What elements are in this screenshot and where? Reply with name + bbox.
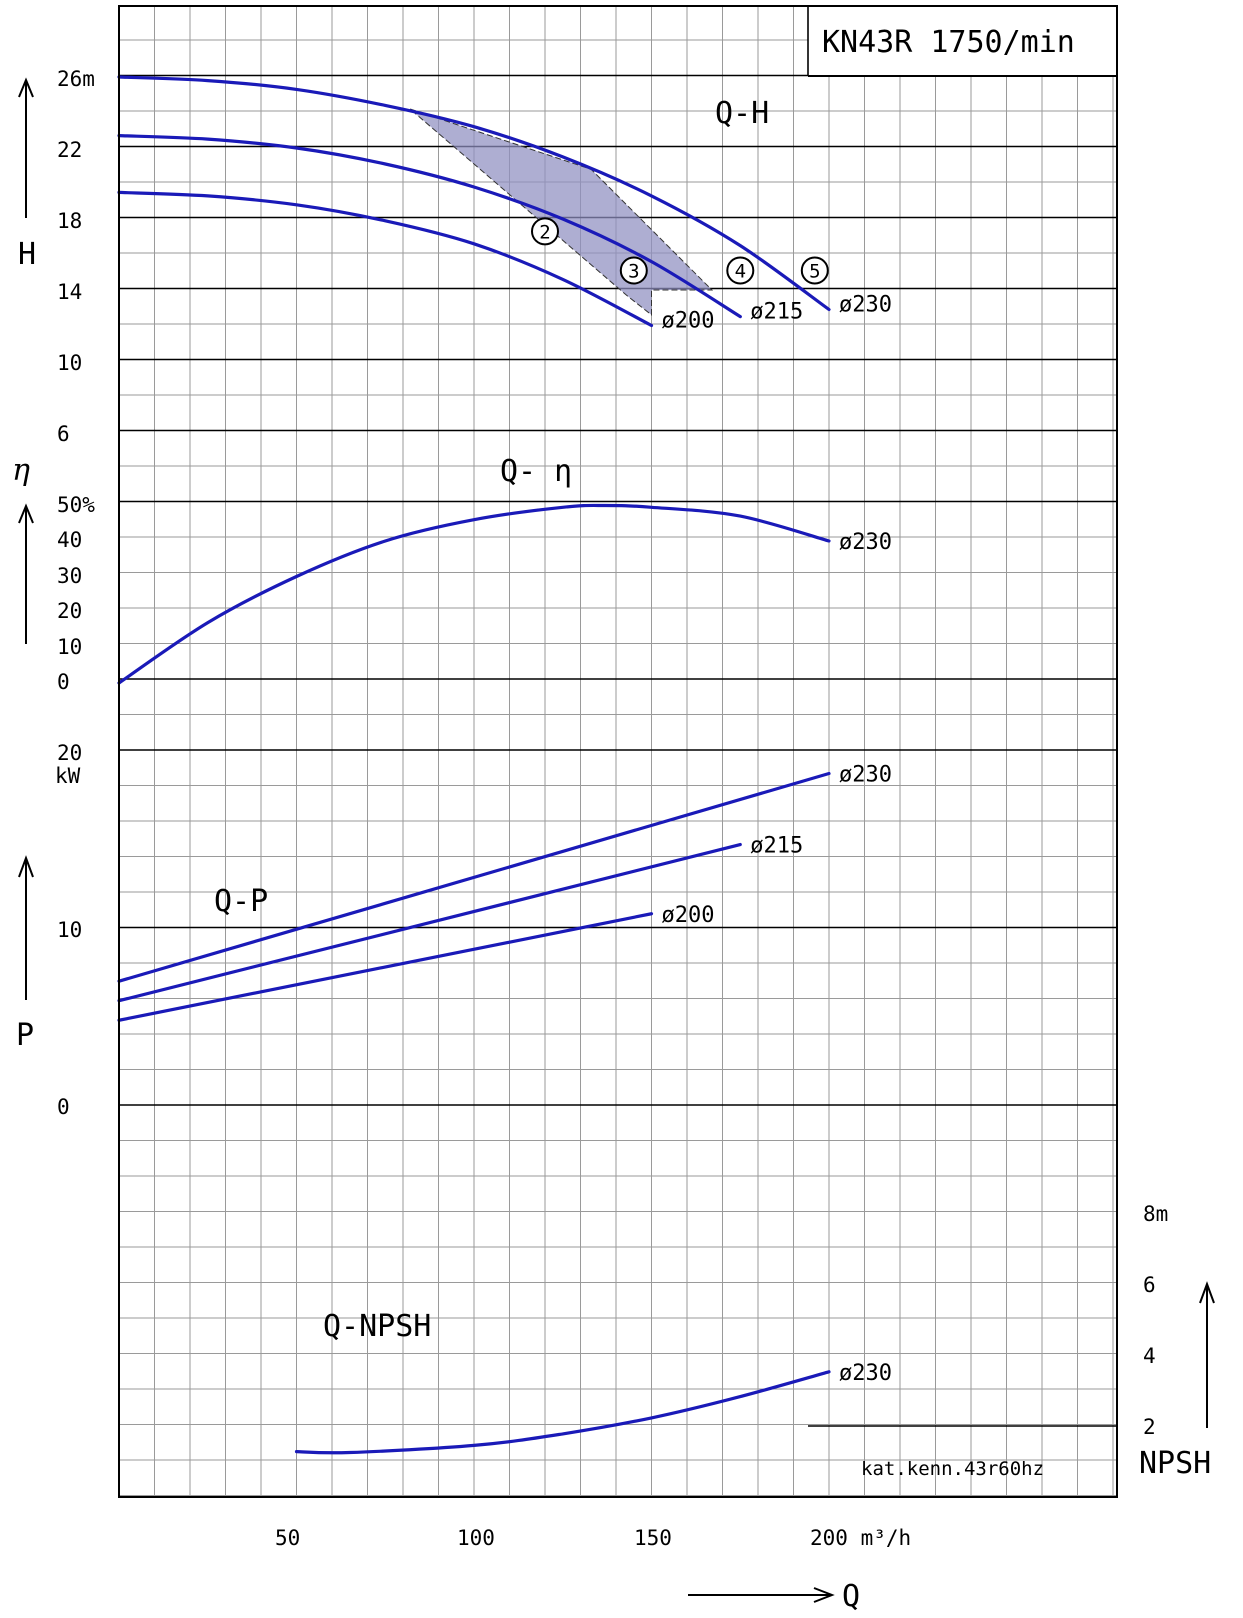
series-line-q-h-d215	[117, 134, 742, 319]
series-line-q-p-d230	[117, 771, 831, 983]
series-label: ø200	[662, 309, 715, 334]
series-label: ø230	[839, 763, 892, 788]
series-line-q-h-d230	[117, 75, 831, 312]
marker-label: 3	[628, 261, 639, 283]
operating-range-polygon	[409, 108, 714, 316]
eta-arrow-icon	[18, 503, 34, 644]
p-axis-name: P	[16, 1018, 34, 1053]
panel-label-q-p: Q-P	[214, 884, 268, 919]
q-axis-name: Q	[842, 1579, 860, 1614]
marker-circle	[726, 256, 755, 285]
q-tick: 150	[634, 1526, 672, 1550]
npsh-arrow-icon	[1199, 1281, 1215, 1428]
q-tick: 100	[457, 1526, 495, 1550]
npsh-tick: 6	[1143, 1273, 1156, 1297]
marker-label: 5	[809, 261, 820, 283]
npsh-tick: 4	[1143, 1344, 1156, 1368]
q-arrow-icon	[688, 1587, 835, 1603]
p-arrow-icon	[18, 855, 34, 1000]
eta-tick: 20	[57, 599, 82, 623]
series-label: ø230	[839, 530, 892, 555]
eta-axis-name: η	[12, 453, 30, 488]
series-label: ø230	[839, 293, 892, 318]
eta-tick: 40	[57, 528, 82, 552]
h-axis-name: H	[18, 237, 36, 272]
marker-circle	[619, 256, 648, 285]
p-tick: 10	[57, 918, 82, 942]
h-tick: 18	[57, 209, 82, 233]
panel-label-q-h: Q-H	[715, 96, 769, 131]
npsh-tick: 2	[1143, 1415, 1156, 1439]
npsh-axis-name: NPSH	[1139, 1446, 1211, 1481]
point-markers: 2 3 4 5	[531, 217, 829, 285]
series-line-q--d230	[117, 503, 831, 685]
h-tick: 6	[57, 422, 70, 446]
series-line-q-npsh-d230	[294, 1370, 831, 1455]
series-label: ø215	[750, 834, 803, 859]
panel-label-q-npsh: Q-NPSH	[323, 1309, 431, 1344]
series-label: ø230	[839, 1361, 892, 1386]
eta-tick: 30	[57, 564, 82, 588]
curve-labels: ø200 ø215 ø230 ø230 ø230 ø215 ø200 ø230	[662, 293, 892, 1386]
h-tick: 22	[57, 138, 82, 162]
chart-grid	[119, 6, 1117, 1497]
h-tick: 14	[57, 280, 82, 304]
chart-frame	[118, 5, 1118, 1498]
p-unit: kW	[55, 764, 81, 788]
p-tick: 0	[57, 1095, 70, 1119]
marker-circle	[531, 217, 559, 246]
q-tick: 200 m³/h	[810, 1526, 911, 1550]
marker-label: 4	[735, 261, 746, 283]
q-tick: 50	[275, 1526, 300, 1550]
eta-tick: 10	[57, 635, 82, 659]
series-line-q-p-d215	[117, 842, 742, 1003]
h-arrow-icon	[18, 77, 34, 218]
chart-curves	[117, 75, 831, 1455]
marker-circle	[800, 256, 829, 285]
h-tick: 10	[57, 351, 82, 375]
series-line-q-h-d200	[117, 190, 654, 328]
chart-title: KN43R 1750/min	[822, 25, 1075, 60]
panel-label-q-eta: Q- η	[500, 454, 572, 489]
series-line-q-p-d200	[117, 912, 654, 1022]
footnote: kat.kenn.43r60hz	[861, 1458, 1044, 1480]
h-tick: 26m	[57, 67, 95, 91]
eta-tick: 0	[57, 670, 70, 694]
eta-tick: 50%	[57, 493, 95, 517]
p-tick: 20	[57, 741, 82, 765]
marker-label: 2	[539, 221, 550, 243]
series-label: ø200	[662, 903, 715, 928]
npsh-tick: 8m	[1143, 1202, 1168, 1226]
series-label: ø215	[750, 300, 803, 325]
operating-range-area	[409, 108, 714, 316]
